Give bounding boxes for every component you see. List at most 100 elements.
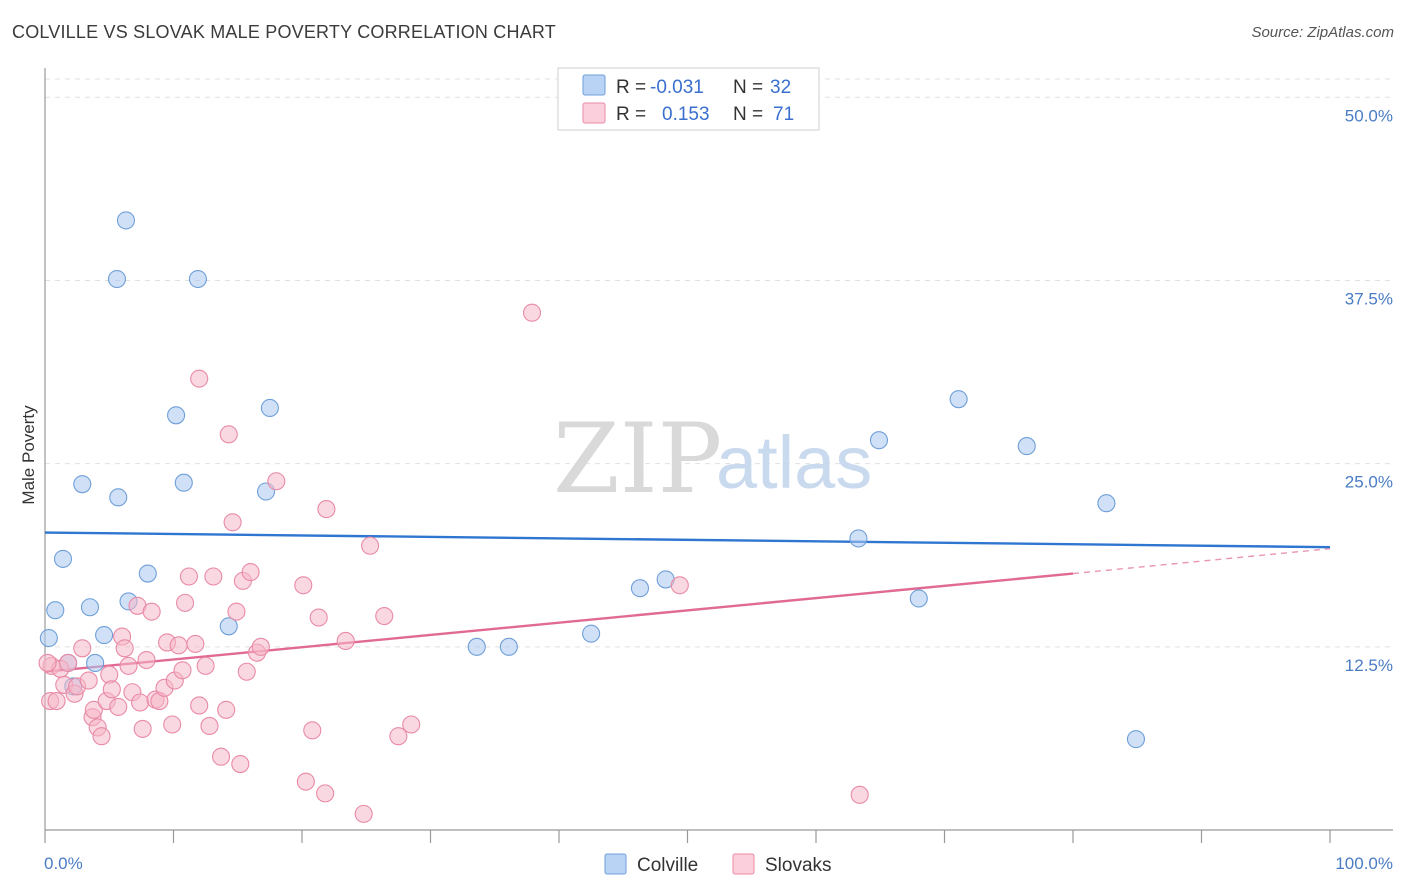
point-slovaks <box>303 721 322 740</box>
chart-source: Source: ZipAtlas.com <box>1251 24 1394 41</box>
stats-legend-swatch-colville <box>582 74 606 96</box>
point-slovaks <box>336 631 355 651</box>
trend-line-colville <box>44 531 1331 549</box>
x-axis-ticks <box>44 830 1331 843</box>
point-colville <box>138 564 157 583</box>
point-slovaks <box>204 567 223 586</box>
point-colville <box>86 653 105 672</box>
point-colville <box>53 549 73 568</box>
x-tick-label-min: 0.0% <box>44 854 83 873</box>
trend-line-slovaks <box>44 572 1074 673</box>
y-tick-label: 50.0% <box>1345 106 1393 125</box>
point-colville <box>107 269 127 289</box>
point-slovaks <box>375 607 394 626</box>
point-colville <box>849 529 868 548</box>
point-slovaks <box>211 747 231 766</box>
y-tick-label: 37.5% <box>1345 289 1393 308</box>
point-colville <box>188 269 207 289</box>
bottom-legend-label-slovaks: Slovaks <box>765 855 832 876</box>
point-slovaks <box>196 656 215 675</box>
point-colville <box>1017 437 1036 456</box>
point-slovaks <box>317 500 336 519</box>
point-colville <box>260 398 279 418</box>
point-slovaks <box>190 369 209 388</box>
point-colville <box>109 488 128 507</box>
stats-legend-n-label: N = <box>733 77 763 98</box>
point-slovaks <box>79 671 98 690</box>
point-slovaks <box>131 693 150 712</box>
point-slovaks <box>227 602 246 621</box>
stats-legend-n-label: N = <box>733 104 763 125</box>
point-slovaks <box>267 472 286 491</box>
bottom-legend-label-colville: Colville <box>637 855 698 876</box>
point-colville <box>46 601 65 620</box>
point-slovaks <box>109 697 128 716</box>
point-colville <box>1097 494 1116 513</box>
bottom-legend: Colville Slovaks <box>604 853 832 876</box>
point-colville <box>909 589 928 608</box>
point-slovaks <box>402 715 421 734</box>
trend-line-extension-slovaks <box>1072 547 1331 575</box>
point-slovaks <box>100 665 119 684</box>
stats-legend-swatch-slovaks <box>582 102 606 124</box>
point-colville <box>95 626 114 645</box>
point-colville <box>499 637 518 656</box>
y-tick-label: 12.5% <box>1345 656 1393 675</box>
point-slovaks <box>186 634 205 653</box>
point-slovaks <box>47 691 66 711</box>
point-colville <box>116 211 136 230</box>
point-slovaks <box>38 653 57 672</box>
point-colville <box>1126 730 1146 749</box>
point-slovaks <box>237 662 256 681</box>
point-slovaks <box>223 513 242 532</box>
point-slovaks <box>173 661 192 680</box>
point-slovaks <box>102 680 121 699</box>
point-slovaks <box>850 785 869 804</box>
point-slovaks <box>294 576 313 595</box>
point-slovaks <box>73 639 92 658</box>
point-slovaks <box>179 567 198 586</box>
point-colville <box>174 473 193 492</box>
stats-legend-r-value: -0.031 <box>650 77 704 98</box>
point-slovaks <box>670 576 689 595</box>
point-colville <box>949 390 968 409</box>
chart-title: COLVILLE VS SLOVAK MALE POVERTY CORRELAT… <box>12 22 556 42</box>
point-slovaks <box>84 700 103 719</box>
point-slovaks <box>354 804 373 823</box>
bottom-legend-swatch-slovaks <box>732 853 755 875</box>
point-slovaks <box>251 637 270 656</box>
stats-legend-r-label: R = <box>616 104 646 125</box>
stats-legend-r-value: 0.153 <box>662 104 710 125</box>
stats-legend-r-label: R = <box>616 77 646 98</box>
point-slovaks <box>176 593 195 612</box>
watermark: ZIP atlas <box>553 403 872 515</box>
x-tick-label-max: 100.0% <box>1335 854 1393 873</box>
point-colville <box>219 617 238 636</box>
point-slovaks <box>92 727 111 746</box>
point-slovaks <box>115 639 134 658</box>
data-points <box>38 211 1146 823</box>
point-colville <box>869 431 889 450</box>
trend-lines <box>44 531 1331 673</box>
y-axis-tick-labels: 12.5% 25.0% 37.5% 50.0% <box>1345 106 1393 675</box>
watermark-zip: ZIP <box>553 403 722 515</box>
point-slovaks <box>190 696 209 715</box>
point-colville <box>39 628 58 648</box>
point-slovaks <box>389 727 408 746</box>
watermark-atlas: atlas <box>716 421 872 504</box>
point-slovaks <box>241 563 260 582</box>
point-slovaks <box>200 716 219 736</box>
point-slovaks <box>217 700 236 719</box>
point-slovaks <box>231 755 250 774</box>
point-colville <box>582 624 601 643</box>
point-slovaks <box>163 715 182 734</box>
stats-legend-n-value: 32 <box>770 77 791 98</box>
point-slovaks <box>522 303 542 322</box>
grid-lines <box>45 78 1393 648</box>
point-slovaks <box>133 719 152 738</box>
stats-legend-n-value: 71 <box>773 104 794 125</box>
point-slovaks <box>296 772 315 791</box>
point-slovaks <box>142 602 161 621</box>
point-slovaks <box>137 650 156 670</box>
